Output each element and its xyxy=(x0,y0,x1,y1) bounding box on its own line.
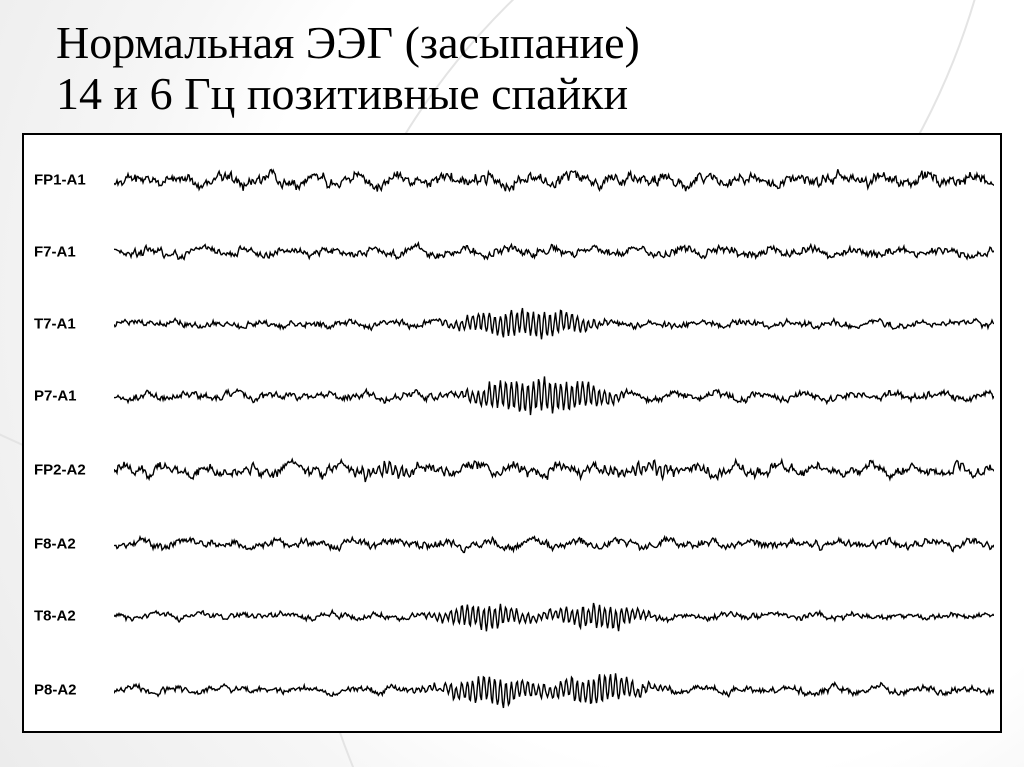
slide-title: Нормальная ЭЭГ (засыпание) 14 и 6 Гц поз… xyxy=(0,0,1024,127)
channel-trace xyxy=(114,289,994,359)
channel-trace xyxy=(114,509,994,579)
channel-trace xyxy=(114,217,994,287)
channel-trace xyxy=(114,145,994,215)
channel-label: F8-A2 xyxy=(34,536,76,553)
eeg-chart-frame: FP1-A1 F7-A1 T7-A1 P7-A1 FP2-A2 F8-A2 T8-A2 P8-… xyxy=(22,133,1002,733)
eeg-channel-row: P7-A1 xyxy=(24,361,1000,431)
eeg-channel-row: F8-A2 xyxy=(24,509,1000,579)
channel-label: T8-A2 xyxy=(34,608,76,625)
channel-trace xyxy=(114,435,994,505)
channel-trace xyxy=(114,361,994,431)
channel-label: P7-A1 xyxy=(34,388,77,405)
channel-label: FP2-A2 xyxy=(34,462,86,479)
title-line-1: Нормальная ЭЭГ (засыпание) xyxy=(56,17,640,68)
eeg-channel-row: T7-A1 xyxy=(24,289,1000,359)
channel-label: F7-A1 xyxy=(34,244,76,261)
eeg-channel-row: FP1-A1 xyxy=(24,145,1000,215)
channel-label: T7-A1 xyxy=(34,316,76,333)
eeg-channel-row: FP2-A2 xyxy=(24,435,1000,505)
eeg-channel-row: T8-A2 xyxy=(24,581,1000,651)
channel-label: FP1-A1 xyxy=(34,172,86,189)
channel-label: P8-A2 xyxy=(34,682,77,699)
eeg-channel-row: F7-A1 xyxy=(24,217,1000,287)
title-line-2: 14 и 6 Гц позитивные спайки xyxy=(56,68,628,119)
channel-trace xyxy=(114,581,994,651)
channel-trace xyxy=(114,655,994,725)
eeg-channel-row: P8-A2 xyxy=(24,655,1000,725)
